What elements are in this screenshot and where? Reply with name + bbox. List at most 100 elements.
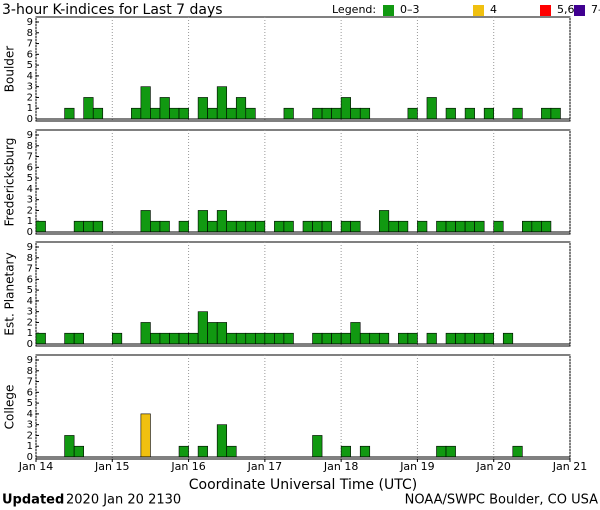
bar <box>140 322 151 345</box>
y-tick-label: 5 <box>27 398 33 409</box>
bar <box>436 445 447 458</box>
bar <box>541 107 552 120</box>
bar <box>283 107 294 120</box>
bar <box>83 220 94 233</box>
bar <box>92 220 104 233</box>
y-tick-label: 8 <box>27 141 33 152</box>
bar <box>178 445 189 458</box>
bar <box>312 107 323 120</box>
bar <box>312 332 323 345</box>
y-axis-label: College <box>3 385 17 430</box>
bar <box>283 332 294 345</box>
bar <box>140 413 151 458</box>
x-tick-label: Jan 15 <box>94 460 129 473</box>
y-tick-label: 2 <box>27 92 33 103</box>
y-tick-label: 3 <box>27 307 33 318</box>
bar <box>188 332 199 345</box>
bar <box>207 220 218 233</box>
y-tick-label: 6 <box>27 162 33 173</box>
plot-area <box>35 129 571 235</box>
source: NOAA/SWPC Boulder, CO USA <box>405 493 598 508</box>
x-tick-label: Jan 18 <box>323 460 358 473</box>
y-tick-label: 9 <box>27 17 33 28</box>
legend-label: 0–3 <box>400 3 420 16</box>
y-tick-label: 7 <box>27 152 33 163</box>
y-tick-label: 8 <box>27 366 33 377</box>
bar <box>426 332 437 345</box>
y-tick-label: 1 <box>27 103 33 114</box>
y-tick-label: 0 <box>27 452 33 463</box>
bar <box>245 220 256 233</box>
bar <box>359 332 371 345</box>
bar <box>436 220 447 233</box>
bar <box>398 332 409 345</box>
y-tick-label: 2 <box>27 317 33 328</box>
bar <box>73 445 84 458</box>
bar <box>398 220 409 233</box>
bar <box>378 332 390 345</box>
bar <box>531 220 542 233</box>
y-tick-label: 4 <box>27 409 33 420</box>
updated-time: 2020 Jan 20 2130 <box>66 493 181 508</box>
y-tick-label: 9 <box>27 355 33 366</box>
bar <box>340 332 351 345</box>
y-tick-label: 8 <box>27 253 33 264</box>
y-tick-label: 6 <box>27 387 33 398</box>
bar <box>150 220 161 233</box>
y-tick-label: 7 <box>27 39 33 50</box>
bar <box>474 220 485 233</box>
bar <box>83 97 94 120</box>
y-tick-label: 3 <box>27 82 33 93</box>
bar <box>474 332 485 345</box>
bar <box>321 107 332 120</box>
plot-area <box>35 354 571 460</box>
y-tick-label: 0 <box>27 114 33 125</box>
bar <box>197 97 208 120</box>
bar <box>159 332 170 345</box>
bar <box>321 220 332 233</box>
x-tick-label: Jan 20 <box>475 460 510 473</box>
y-tick-label: 1 <box>27 328 33 339</box>
y-tick-label: 1 <box>27 216 33 227</box>
bar <box>359 445 371 458</box>
bar <box>245 107 256 120</box>
legend-label: 7–9 <box>591 3 600 16</box>
bar <box>226 332 237 345</box>
bar <box>169 107 180 120</box>
x-tick-label: Jan 19 <box>399 460 434 473</box>
y-tick-label: 0 <box>27 339 33 350</box>
bar <box>445 220 456 233</box>
bar <box>350 220 361 233</box>
bar <box>302 220 313 233</box>
bar <box>493 220 504 233</box>
bar <box>331 332 342 345</box>
bar <box>274 220 285 233</box>
y-axis-label: Est. Planetary <box>3 252 17 335</box>
x-axis-label: Coordinate Universal Time (UTC) <box>189 477 417 493</box>
legend-swatch <box>473 5 484 16</box>
bar <box>235 332 247 345</box>
bar <box>550 107 561 120</box>
bar <box>140 86 151 120</box>
bar <box>522 220 533 233</box>
y-tick-label: 5 <box>27 285 33 296</box>
y-tick-label: 2 <box>27 205 33 216</box>
y-tick-label: 8 <box>27 28 33 39</box>
bar <box>226 445 237 458</box>
bar <box>245 332 256 345</box>
bar <box>264 332 275 345</box>
y-tick-label: 5 <box>27 173 33 184</box>
bar <box>197 445 208 458</box>
bar <box>35 220 46 233</box>
bar <box>178 107 189 120</box>
legend-label: 4 <box>490 3 497 16</box>
y-tick-label: 4 <box>27 71 33 82</box>
y-tick-label: 6 <box>27 49 33 60</box>
bar <box>207 107 218 120</box>
bar <box>216 210 228 233</box>
bar <box>483 107 495 120</box>
bar <box>178 220 189 233</box>
bar <box>445 445 456 458</box>
bar <box>407 107 418 120</box>
